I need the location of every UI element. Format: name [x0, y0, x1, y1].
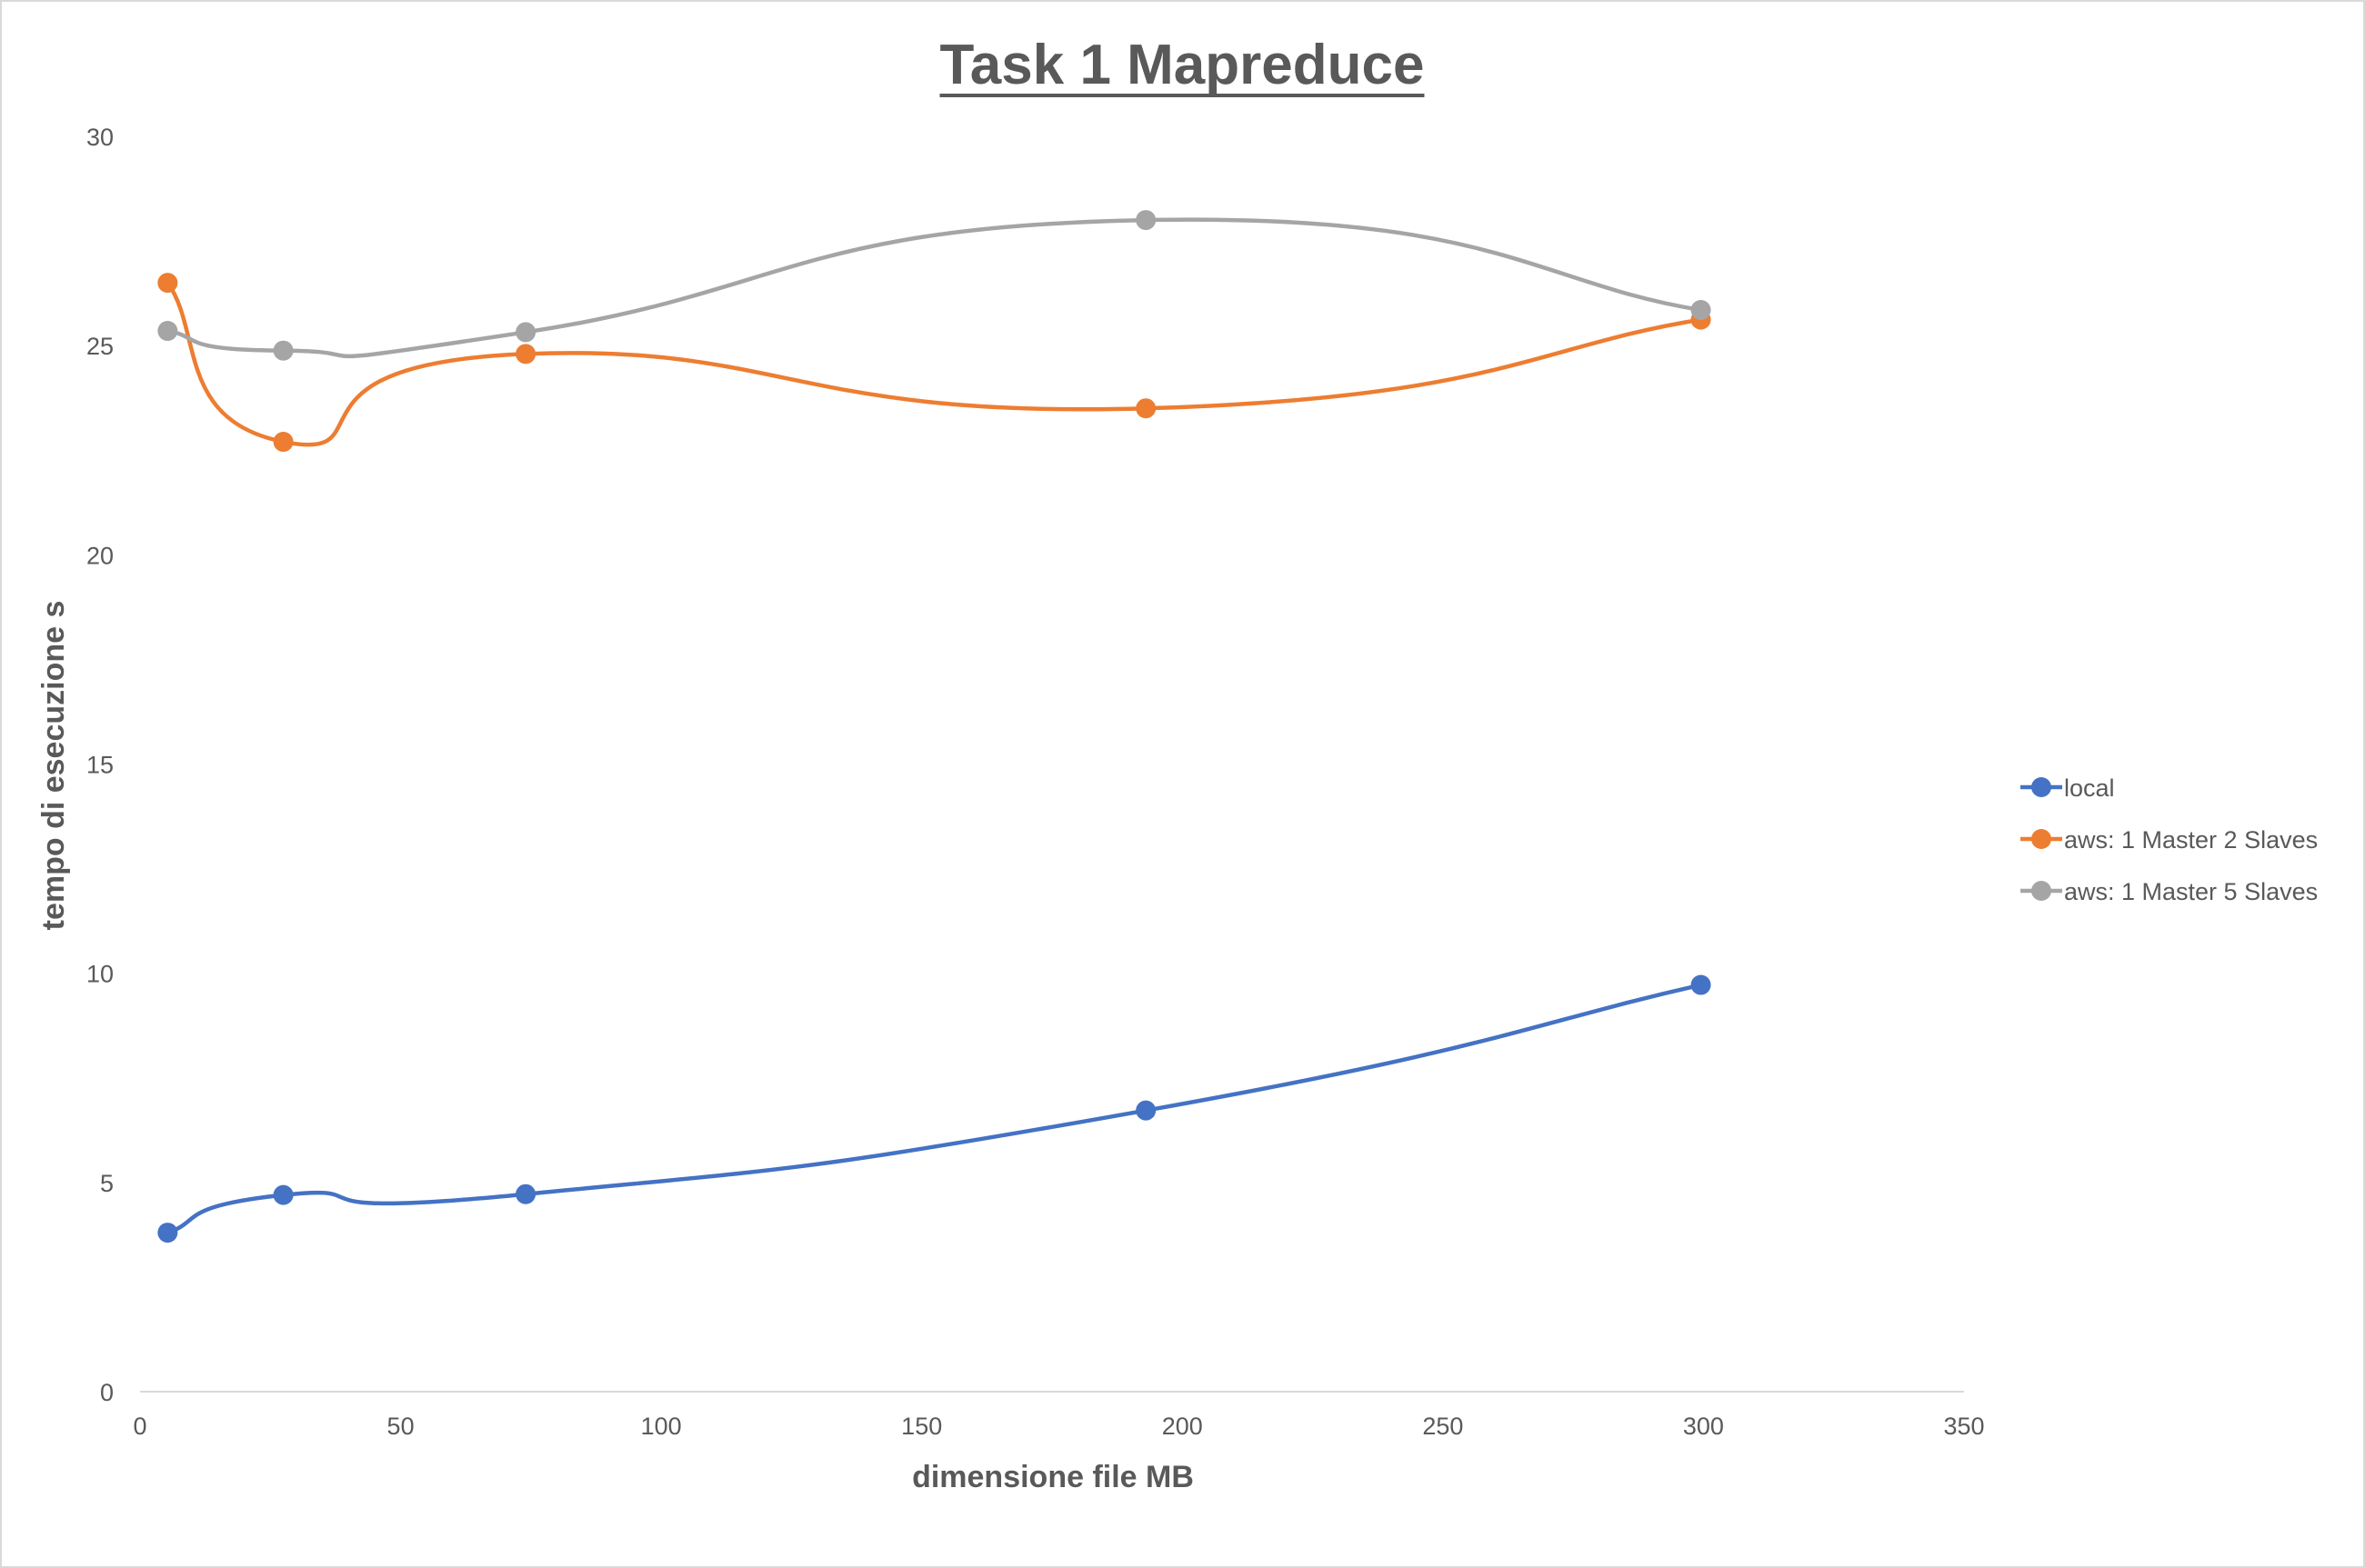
series-line-2: [166, 217, 1701, 359]
series-line-0: [166, 983, 1702, 1235]
chart-title: Task 1 Mapreduce: [940, 34, 1425, 96]
series-2-point-1: [273, 340, 294, 361]
series-2-point-2: [516, 322, 536, 343]
series-0-point-4: [1690, 974, 1711, 995]
legend-label-2: aws: 1 Master 5 Slaves: [2064, 878, 2318, 905]
x-tick-label: 350: [1943, 1413, 1984, 1440]
series-2-point-4: [1690, 300, 1711, 321]
x-tick-label: 300: [1683, 1413, 1724, 1440]
y-tick-label: 30: [86, 124, 114, 151]
legend-marker-2: [2031, 881, 2051, 901]
series-1-point-2: [516, 344, 536, 365]
legend-label-1: aws: 1 Master 2 Slaves: [2064, 826, 2318, 854]
legend-label-0: local: [2064, 774, 2115, 802]
y-axis-label: tempo di esecuzione s: [36, 601, 71, 931]
series-0-point-0: [157, 1223, 178, 1243]
y-tick-label: 25: [86, 333, 114, 360]
x-tick-label: 50: [387, 1413, 415, 1440]
legend: local aws: 1 Master 2 Slaves aws: 1 Master…: [2020, 774, 2318, 905]
x-tick-label: 100: [641, 1413, 682, 1440]
axes: 0 50 100 150 200 250 300 350 0 5 10 15 20 25 30: [86, 124, 1985, 1440]
y-tick-label: 20: [86, 542, 114, 569]
series-2-point-3: [1136, 210, 1157, 231]
x-tick-label: 150: [901, 1413, 942, 1440]
series-points: [157, 210, 1711, 1243]
series-1-point-3: [1136, 398, 1157, 419]
series-lines: [165, 217, 1702, 1235]
y-tick-label: 15: [86, 752, 114, 779]
series-1-point-1: [273, 432, 294, 453]
series-0-point-2: [516, 1183, 536, 1204]
series-0-point-1: [273, 1184, 294, 1205]
x-tick-label: 200: [1162, 1413, 1203, 1440]
x-tick-label: 0: [133, 1413, 146, 1440]
y-tick-label: 0: [100, 1379, 114, 1406]
y-tick-label: 5: [100, 1170, 114, 1197]
series-2-point-0: [157, 321, 178, 342]
x-tick-label: 250: [1422, 1413, 1463, 1440]
series-0-point-3: [1136, 1100, 1157, 1121]
legend-marker-0: [2031, 777, 2051, 797]
series-line-1: [165, 281, 1701, 447]
legend-marker-1: [2031, 829, 2051, 849]
y-tick-label: 10: [86, 961, 114, 988]
series-1-point-0: [157, 273, 178, 294]
x-axis-label: dimensione file MB: [912, 1460, 1194, 1494]
